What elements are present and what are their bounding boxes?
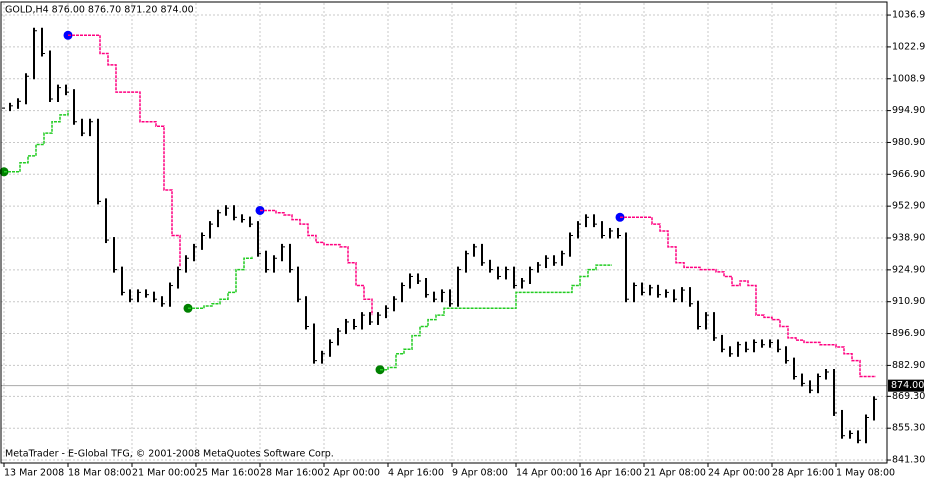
y-tick-label: 841.30 (892, 455, 925, 466)
y-tick-label: 938.90 (892, 233, 925, 244)
chart-title: GOLD,H4 876.00 876.70 871.20 874.00 (5, 5, 194, 16)
y-tick-label: 994.90 (892, 105, 925, 116)
x-tick-label: 4 Apr 16:00 (388, 468, 444, 479)
x-tick-label: 13 Mar 2008 (4, 468, 64, 479)
x-tick-label: 21 Apr 08:00 (644, 468, 706, 479)
y-tick-label: 869.30 (892, 391, 925, 402)
y-tick-label: 1008.90 (892, 73, 925, 84)
x-tick-label: 18 Mar 08:00 (68, 468, 131, 479)
y-tick-label: 896.90 (892, 328, 925, 339)
plot-frame (0, 1, 888, 464)
indicator-line (4, 110, 612, 371)
x-tick-label: 9 Apr 08:00 (452, 468, 508, 479)
y-tick-label: 952.90 (892, 201, 925, 212)
y-tick-label: 980.90 (892, 137, 925, 148)
y-tick-label: 1022.90 (892, 41, 925, 52)
y-tick-label: 910.90 (892, 296, 925, 307)
x-tick-label: 21 Mar 00:00 (132, 468, 195, 479)
x-tick-label: 28 Mar 16:00 (260, 468, 323, 479)
y-tick-label: 882.90 (892, 360, 925, 371)
x-tick-label: 1 May 08:00 (836, 468, 895, 479)
y-tick-label: 1036.90 (892, 10, 925, 21)
x-tick-label: 14 Apr 00:00 (516, 468, 578, 479)
y-tick-label: 855.30 (892, 423, 925, 434)
x-tick-label: 25 Mar 16:00 (196, 468, 259, 479)
x-tick-label: 24 Apr 00:00 (708, 468, 770, 479)
x-tick-label: 16 Apr 16:00 (580, 468, 642, 479)
price-label-box (888, 379, 924, 392)
grid (1, 3, 887, 463)
x-tick-label: 2 Apr 00:00 (324, 468, 380, 479)
indicator-line (68, 34, 876, 378)
footer: MetaTrader - E-Global TFG, © 2001-2008 M… (5, 449, 334, 460)
marks (0, 27, 877, 444)
y-tick-label: 966.90 (892, 169, 925, 180)
price-label: 874.00 (891, 380, 924, 391)
y-tick-label: 924.90 (892, 264, 925, 275)
x-tick-label: 28 Apr 16:00 (772, 468, 834, 479)
